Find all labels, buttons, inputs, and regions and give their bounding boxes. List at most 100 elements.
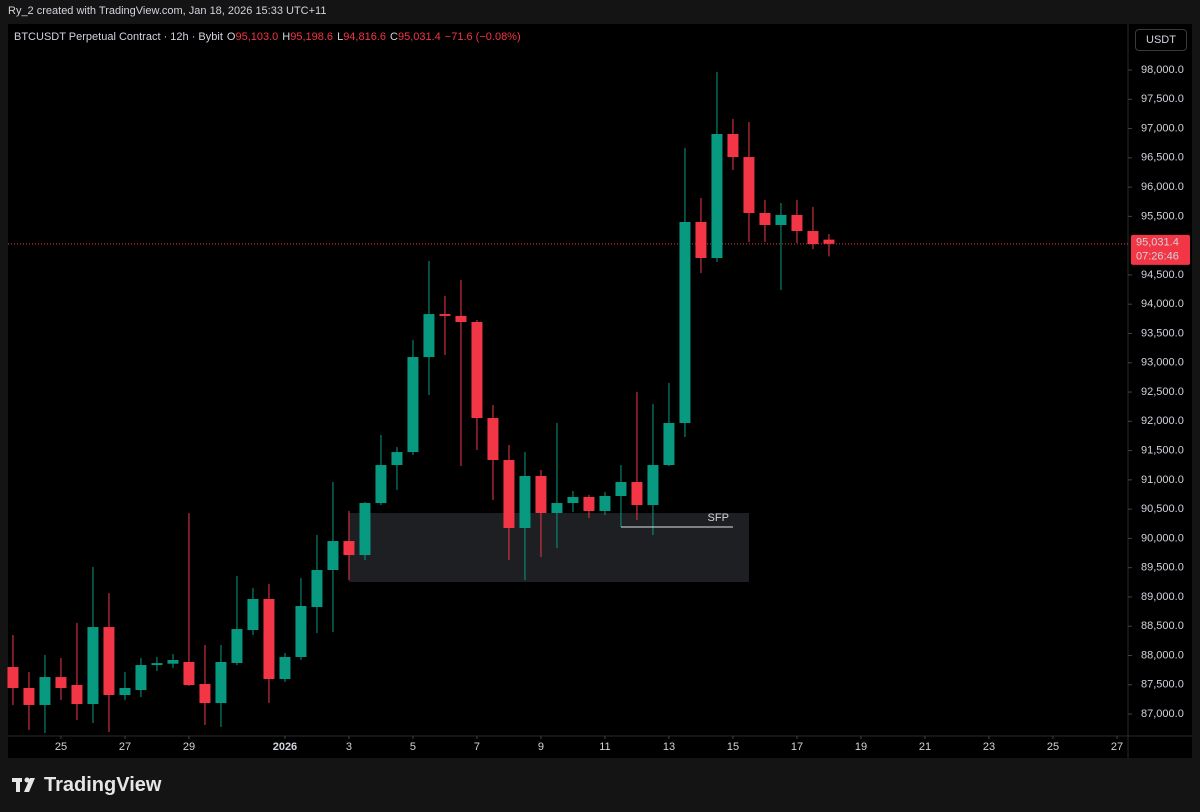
candle-body xyxy=(151,663,163,666)
candle-body xyxy=(455,315,467,323)
x-tick-label: 23 xyxy=(983,741,995,753)
candle-body xyxy=(759,212,771,225)
x-tick-label: 17 xyxy=(791,741,803,753)
change: −71.6 (−0.08%) xyxy=(444,31,521,43)
candle-body xyxy=(103,627,115,696)
y-tick-label: 91,000.0 xyxy=(1141,474,1184,486)
candle-body xyxy=(279,657,291,680)
candle-body xyxy=(55,677,67,688)
countdown: 07:26:46 xyxy=(1136,251,1179,263)
candle-body xyxy=(519,475,531,528)
candle-body xyxy=(423,314,435,358)
annotation-label: SFP xyxy=(708,512,729,524)
y-tick-label: 92,000.0 xyxy=(1141,415,1184,427)
candle-body xyxy=(375,465,387,504)
candle-body xyxy=(695,222,707,259)
x-tick-label: 19 xyxy=(855,741,867,753)
y-tick-label: 93,000.0 xyxy=(1141,357,1184,369)
y-tick-label: 94,500.0 xyxy=(1141,269,1184,281)
ohlc-legend: BTCUSDT Perpetual Contract · 12h · Bybit… xyxy=(14,31,525,43)
last-price-box xyxy=(1131,234,1190,265)
candle-body xyxy=(231,629,243,663)
candle-body xyxy=(23,687,35,705)
x-tick-label: 2026 xyxy=(273,741,297,753)
candle-body xyxy=(439,314,451,316)
x-tick-label: 5 xyxy=(410,741,416,753)
chart-background xyxy=(8,24,1192,758)
logo-icon xyxy=(12,777,35,792)
header-text: Ry_2 created with TradingView.com, Jan 1… xyxy=(8,5,327,17)
y-tick-label: 88,000.0 xyxy=(1141,649,1184,661)
ohlc-value: 94,816.6 xyxy=(343,31,387,43)
ohlc-value: 95,103.0 xyxy=(235,31,279,43)
candle-body xyxy=(343,541,355,556)
x-tick-label: 29 xyxy=(183,741,195,753)
y-tick-label: 90,500.0 xyxy=(1141,503,1184,515)
candle-body xyxy=(615,482,627,497)
candle-body xyxy=(599,496,611,512)
ohlc-value: 95,198.6 xyxy=(290,31,334,43)
x-tick-label: 27 xyxy=(119,741,131,753)
candle-body xyxy=(711,134,723,259)
y-tick-label: 88,500.0 xyxy=(1141,620,1184,632)
y-tick-label: 90,000.0 xyxy=(1141,532,1184,544)
candle-body xyxy=(327,541,339,571)
candle-body xyxy=(663,423,675,466)
candle-body xyxy=(119,687,131,696)
x-tick-label: 11 xyxy=(599,741,610,753)
candle-body xyxy=(311,570,323,608)
x-tick-label: 15 xyxy=(727,741,739,753)
ohlc-key: H xyxy=(282,31,291,43)
candle-body xyxy=(71,685,83,705)
candle-body xyxy=(791,214,803,232)
candle-body xyxy=(167,660,179,664)
x-tick-label: 25 xyxy=(55,741,67,753)
currency-button[interactable]: USDT xyxy=(1135,29,1187,51)
candle-body xyxy=(583,497,595,512)
candle-body xyxy=(87,627,99,705)
y-tick-label: 87,000.0 xyxy=(1141,708,1184,720)
y-tick-label: 89,000.0 xyxy=(1141,591,1184,603)
candle-body xyxy=(743,157,755,213)
y-tick-label: 97,000.0 xyxy=(1141,122,1184,134)
candle-body xyxy=(567,497,579,504)
y-tick-label: 97,500.0 xyxy=(1141,93,1184,105)
candle-body xyxy=(263,598,275,680)
ohlc-key: L xyxy=(337,31,344,43)
x-tick-label: 9 xyxy=(538,741,544,753)
symbol: BTCUSDT Perpetual Contract · 12h · Bybit xyxy=(14,31,223,43)
zone xyxy=(348,512,749,583)
y-tick-label: 96,000.0 xyxy=(1141,181,1184,193)
candle-body xyxy=(679,222,691,424)
candle-body xyxy=(823,239,835,244)
candle-body xyxy=(7,667,19,688)
x-tick-label: 3 xyxy=(346,741,352,753)
candle-body xyxy=(551,503,563,513)
y-tick-label: 89,500.0 xyxy=(1141,562,1184,574)
candle-body xyxy=(39,677,51,705)
y-tick-label: 95,500.0 xyxy=(1141,210,1184,222)
y-tick-label: 92,500.0 xyxy=(1141,386,1184,398)
candle-body xyxy=(535,475,547,513)
x-tick-label: 27 xyxy=(1111,741,1123,753)
ohlc-key: O xyxy=(226,31,236,43)
candle-body xyxy=(135,665,147,691)
y-tick-label: 94,000.0 xyxy=(1141,298,1184,310)
y-tick-label: 93,500.0 xyxy=(1141,327,1184,339)
x-tick-label: 13 xyxy=(663,741,675,753)
candle-body xyxy=(727,134,739,158)
candle-body xyxy=(359,503,371,556)
y-tick-label: 91,500.0 xyxy=(1141,444,1184,456)
candle-body xyxy=(775,214,787,225)
y-tick-label: 87,500.0 xyxy=(1141,679,1184,691)
last-price-label: 95,031.4 xyxy=(1136,237,1179,249)
candle-body xyxy=(183,661,195,686)
candle-body xyxy=(407,357,419,453)
candle-body xyxy=(199,684,211,704)
candle-body xyxy=(487,418,499,461)
candle-body xyxy=(295,606,307,658)
candle-body xyxy=(247,598,259,631)
x-tick-label: 21 xyxy=(919,741,931,753)
